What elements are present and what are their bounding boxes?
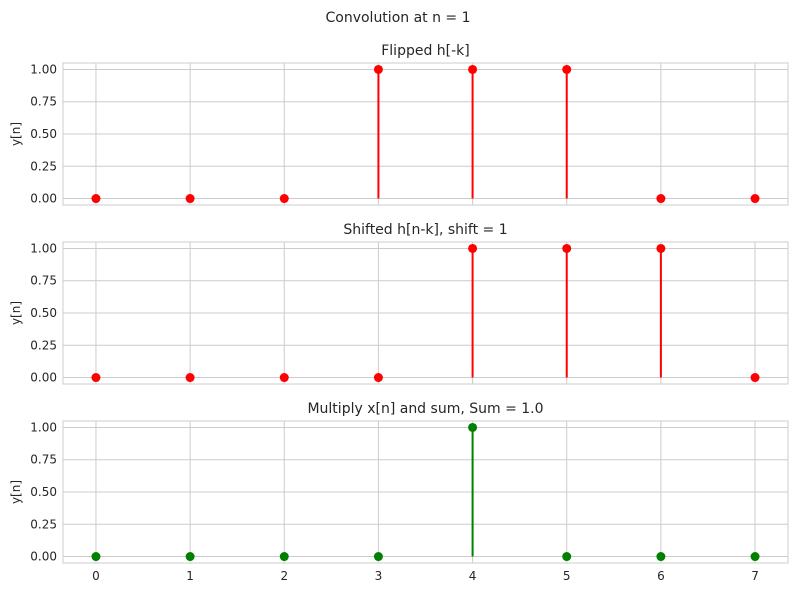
- stem-marker: [279, 373, 289, 383]
- subplot-title: Multiply x[n] and sum, Sum = 1.0: [307, 401, 543, 417]
- stem-marker: [562, 552, 572, 562]
- stem-marker: [373, 552, 383, 562]
- y-axis-label: y[n]: [9, 480, 23, 504]
- stem-marker: [750, 552, 760, 562]
- stem-marker: [468, 422, 478, 432]
- y-tick-label: 0.00: [30, 371, 57, 385]
- y-tick-label: 0.25: [30, 517, 57, 531]
- axes-frame: [62, 420, 789, 564]
- stem-marker: [185, 552, 195, 562]
- x-tick-label: 2: [280, 569, 288, 583]
- stem-marker: [91, 552, 101, 562]
- x-tick-label: 0: [92, 569, 100, 583]
- y-tick-label: 0.50: [30, 485, 57, 499]
- stem-marker: [656, 243, 666, 253]
- stem-marker: [656, 194, 666, 204]
- figure-suptitle: Convolution at n = 1: [325, 10, 470, 26]
- stem-marker: [279, 552, 289, 562]
- x-tick-label: 5: [563, 569, 571, 583]
- stem-marker: [468, 64, 478, 74]
- y-tick-label: 0.75: [30, 453, 57, 467]
- stem-marker: [750, 373, 760, 383]
- stem-marker: [656, 552, 666, 562]
- x-tick-label: 1: [186, 569, 194, 583]
- x-tick-label: 6: [657, 569, 665, 583]
- y-tick-label: 0.75: [30, 95, 57, 109]
- axes-frame: [62, 62, 789, 206]
- y-tick-label: 0.25: [30, 338, 57, 352]
- y-axis-label: y[n]: [9, 122, 23, 146]
- y-tick-label: 0.00: [30, 192, 57, 206]
- axes-container: 0.000.250.500.751.00y[n]Flipped h[-k]0.0…: [9, 43, 789, 583]
- stem-marker: [373, 64, 383, 74]
- y-tick-label: 1.00: [30, 420, 57, 434]
- y-axis-label: y[n]: [9, 301, 23, 325]
- y-tick-label: 0.75: [30, 274, 57, 288]
- y-tick-label: 1.00: [30, 62, 57, 76]
- stem-marker: [468, 243, 478, 253]
- y-tick-label: 0.25: [30, 159, 57, 173]
- subplot-title: Flipped h[-k]: [381, 43, 470, 59]
- subplot-title: Shifted h[n-k], shift = 1: [343, 222, 507, 238]
- axes-frame: [62, 241, 789, 385]
- stem-marker: [279, 194, 289, 204]
- x-tick-label: 4: [469, 569, 477, 583]
- y-tick-label: 1.00: [30, 241, 57, 255]
- x-tick-label: 3: [375, 569, 383, 583]
- y-tick-label: 0.00: [30, 550, 57, 564]
- stem-marker: [185, 373, 195, 383]
- y-tick-label: 0.50: [30, 306, 57, 320]
- stem-marker: [562, 243, 572, 253]
- x-tick-label: 7: [751, 569, 759, 583]
- subplot-3: 0.00 0.25 0.50 0.75 1.00 0 1 2 3 4 5 6 7 y[n] Multiply…: [9, 401, 789, 583]
- stem-marker: [562, 64, 572, 74]
- subplot-1: 0.00 0.25 0.50 0.75 1.00 y[n] Flipped h[-k]: [9, 43, 789, 206]
- y-tick-label: 0.50: [30, 127, 57, 141]
- stem-marker: [373, 373, 383, 383]
- stem-marker: [91, 373, 101, 383]
- stem-marker: [91, 194, 101, 204]
- stem-marker: [750, 194, 760, 204]
- subplot-2: 0.00 0.25 0.50 0.75 1.00 y[n] Shifted h[n-k], …: [9, 222, 789, 385]
- stem-marker: [185, 194, 195, 204]
